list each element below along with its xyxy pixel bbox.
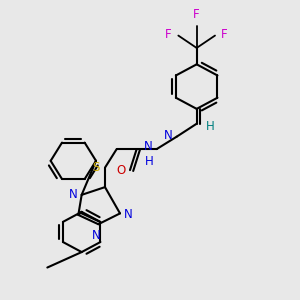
Text: O: O xyxy=(117,164,126,177)
Text: N: N xyxy=(144,140,153,153)
Text: N: N xyxy=(124,208,133,220)
Text: S: S xyxy=(92,160,99,173)
Text: F: F xyxy=(194,8,200,21)
Text: N: N xyxy=(164,129,173,142)
Text: F: F xyxy=(221,28,228,40)
Text: H: H xyxy=(206,120,215,133)
Text: H: H xyxy=(145,155,153,168)
Text: F: F xyxy=(165,28,172,40)
Text: N: N xyxy=(92,229,101,242)
Text: N: N xyxy=(69,188,77,201)
